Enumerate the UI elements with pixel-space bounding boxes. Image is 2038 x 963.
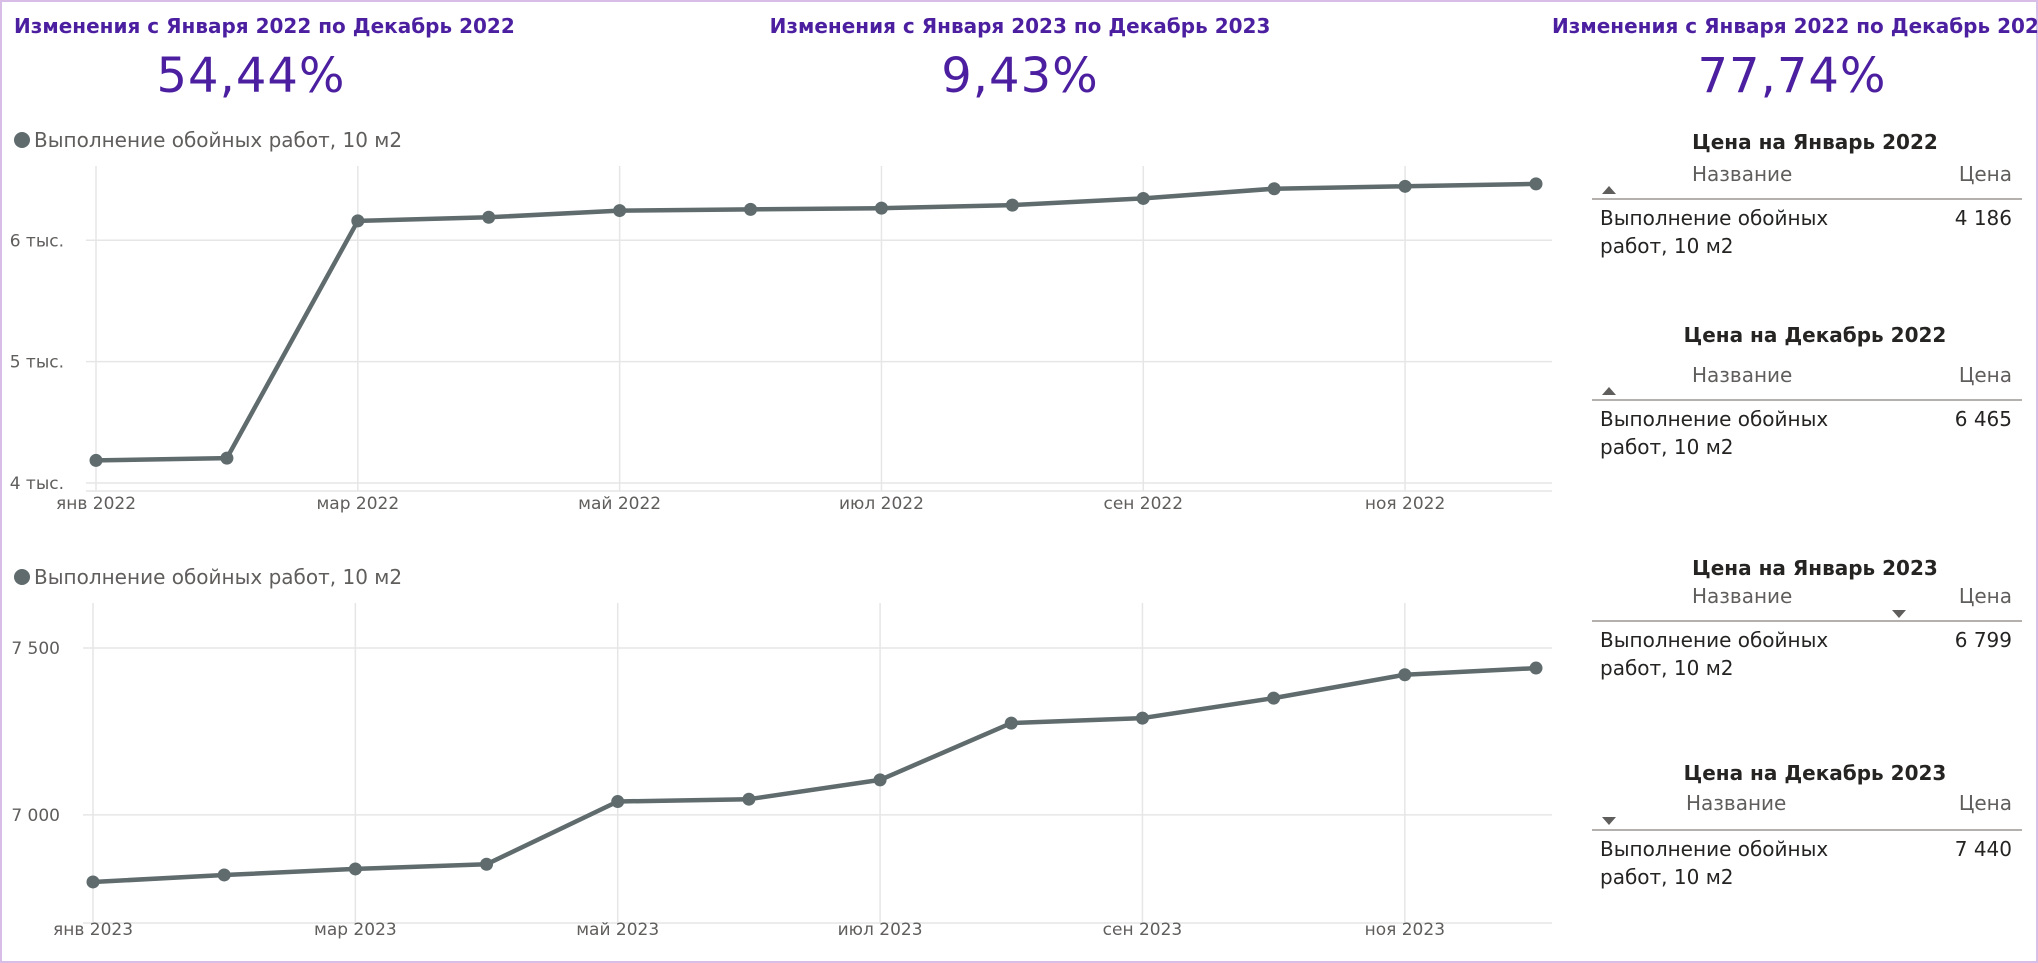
data-point[interactable] xyxy=(217,868,231,882)
data-point[interactable] xyxy=(1005,198,1019,212)
table-row[interactable]: Выполнение обойных работ, 10 м2 6 465 xyxy=(1592,401,2022,469)
x-tick-label: янв 2023 xyxy=(53,920,133,940)
x-tick-label: май 2022 xyxy=(578,494,661,514)
line-chart-2023[interactable]: Выполнение обойных работ, 10 м2 7 000 7 5… xyxy=(0,565,1560,955)
cell-name: Выполнение обойных работ, 10 м2 xyxy=(1600,837,1829,889)
kpi-card-2023[interactable]: Изменения с Января 2023 по Декабрь 2023 … xyxy=(740,0,1300,120)
series-line[interactable] xyxy=(90,665,1539,885)
data-point[interactable] xyxy=(220,451,234,465)
data-point[interactable] xyxy=(744,202,758,216)
data-point[interactable] xyxy=(351,214,365,228)
kpi-title: Изменения с Января 2023 по Декабрь 2023 xyxy=(769,14,1271,38)
data-point[interactable] xyxy=(1398,179,1412,193)
price-table-jan-2022[interactable]: Цена на Январь 2022 Название Цена Выполн… xyxy=(1592,130,2022,268)
sort-ascending-icon[interactable] xyxy=(1602,387,1616,395)
x-tick-label: мар 2023 xyxy=(314,920,397,940)
data-point[interactable] xyxy=(1267,182,1281,196)
table-header: Название Цена xyxy=(1592,785,2022,831)
cell-price: 6 799 xyxy=(1954,628,2012,652)
data-point[interactable] xyxy=(86,875,100,889)
sort-descending-icon[interactable] xyxy=(1602,817,1616,825)
kpi-card-2022[interactable]: Изменения с Января 2022 по Декабрь 2022 … xyxy=(6,0,515,120)
data-point[interactable] xyxy=(1135,711,1149,725)
cell-name: Выполнение обойных работ, 10 м2 xyxy=(1600,206,1829,258)
y-tick-label: 6 тыс. xyxy=(10,231,64,251)
data-point[interactable] xyxy=(1136,191,1150,205)
table-title: Цена на Декабрь 2022 xyxy=(1683,323,1947,347)
x-tick-label: мар 2022 xyxy=(316,494,399,514)
x-tick-label: июл 2022 xyxy=(839,494,924,514)
x-tick-label: янв 2022 xyxy=(56,494,136,514)
kpi-card-total[interactable]: Изменения с Января 2022 по Декабрь 2023 … xyxy=(1552,0,2038,120)
data-point[interactable] xyxy=(1398,668,1412,682)
cell-price: 4 186 xyxy=(1954,206,2012,230)
data-point[interactable] xyxy=(874,201,888,215)
column-header-price[interactable]: Цена xyxy=(1958,584,2012,608)
cell-price: 7 440 xyxy=(1954,837,2012,861)
data-point[interactable] xyxy=(742,792,756,806)
y-tick-label: 5 тыс. xyxy=(10,353,64,373)
legend-marker xyxy=(14,132,30,148)
column-header-price[interactable]: Цена xyxy=(1958,162,2012,186)
data-point[interactable] xyxy=(611,795,625,809)
chart-legend[interactable]: Выполнение обойных работ, 10 м2 xyxy=(14,128,402,152)
chart-plot: 7 000 7 500 янв 2023 мар 2023 май 2023 июл 20… xyxy=(11,603,1552,940)
column-header-name[interactable]: Название xyxy=(1692,363,1793,387)
column-header-price[interactable]: Цена xyxy=(1958,363,2012,387)
kpi-value: 77,74% xyxy=(1697,48,1887,104)
table-row[interactable]: Выполнение обойных работ, 10 м2 7 440 xyxy=(1592,831,2022,899)
price-table-dec-2023[interactable]: Цена на Декабрь 2023 Название Цена Выпол… xyxy=(1592,761,2022,899)
data-point[interactable] xyxy=(1529,177,1543,191)
column-header-price[interactable]: Цена xyxy=(1958,791,2012,815)
sort-descending-icon[interactable] xyxy=(1892,610,1906,618)
column-header-name[interactable]: Название xyxy=(1686,791,1787,815)
y-tick-label: 7 500 xyxy=(11,639,60,659)
table-header: Название Цена xyxy=(1592,154,2022,200)
data-point[interactable] xyxy=(482,210,496,224)
data-point[interactable] xyxy=(873,773,887,787)
data-point[interactable] xyxy=(1529,661,1543,675)
y-tick-label: 4 тыс. xyxy=(10,474,64,494)
legend-label: Выполнение обойных работ, 10 м2 xyxy=(34,128,403,152)
cell-name: Выполнение обойных работ, 10 м2 xyxy=(1600,407,1829,459)
y-tick-label: 7 000 xyxy=(11,806,60,826)
cell-name: Выполнение обойных работ, 10 м2 xyxy=(1600,628,1829,680)
column-header-name[interactable]: Название xyxy=(1692,162,1793,186)
kpi-value: 9,43% xyxy=(941,48,1099,104)
kpi-title: Изменения с Января 2022 по Декабрь 2022 xyxy=(14,14,515,38)
data-point[interactable] xyxy=(348,862,362,876)
column-header-name[interactable]: Название xyxy=(1692,584,1793,608)
cell-price: 6 465 xyxy=(1954,407,2012,431)
x-tick-label: май 2023 xyxy=(576,920,659,940)
price-table-dec-2022[interactable]: Цена на Декабрь 2022 Название Цена Выпол… xyxy=(1592,323,2022,469)
sort-ascending-icon[interactable] xyxy=(1602,186,1616,194)
x-tick-label: ноя 2022 xyxy=(1365,494,1445,514)
series-line[interactable] xyxy=(93,181,1539,463)
price-table-jan-2023[interactable]: Цена на Январь 2023 Название Цена Выполн… xyxy=(1592,556,2022,690)
chart-legend[interactable]: Выполнение обойных работ, 10 м2 xyxy=(14,565,402,589)
table-header: Название Цена xyxy=(1592,580,2022,622)
data-point[interactable] xyxy=(613,204,627,218)
table-title: Цена на Январь 2023 xyxy=(1692,556,1938,580)
table-row[interactable]: Выполнение обойных работ, 10 м2 4 186 xyxy=(1592,200,2022,268)
x-tick-label: июл 2023 xyxy=(838,920,923,940)
data-point[interactable] xyxy=(480,857,494,871)
table-title: Цена на Январь 2022 xyxy=(1692,130,1938,154)
table-row[interactable]: Выполнение обойных работ, 10 м2 6 799 xyxy=(1592,622,2022,690)
data-point[interactable] xyxy=(1004,716,1018,730)
x-tick-label: ноя 2023 xyxy=(1365,920,1445,940)
kpi-value: 54,44% xyxy=(156,48,346,104)
x-tick-label: сен 2023 xyxy=(1103,920,1183,940)
data-point[interactable] xyxy=(1267,691,1281,705)
table-header: Название Цена xyxy=(1592,347,2022,401)
data-point[interactable] xyxy=(89,453,103,467)
kpi-title: Изменения с Января 2022 по Декабрь 2023 xyxy=(1552,14,2038,38)
table-title: Цена на Декабрь 2023 xyxy=(1683,761,1947,785)
legend-label: Выполнение обойных работ, 10 м2 xyxy=(34,565,403,589)
line-chart-2022[interactable]: Выполнение обойных работ, 10 м2 4 тыс. 5 … xyxy=(0,128,1560,528)
legend-marker xyxy=(14,569,30,585)
chart-plot: 4 тыс. 5 тыс. 6 тыс. янв 2022 мар 2022 май 20… xyxy=(10,166,1552,514)
x-tick-label: сен 2022 xyxy=(1103,494,1183,514)
